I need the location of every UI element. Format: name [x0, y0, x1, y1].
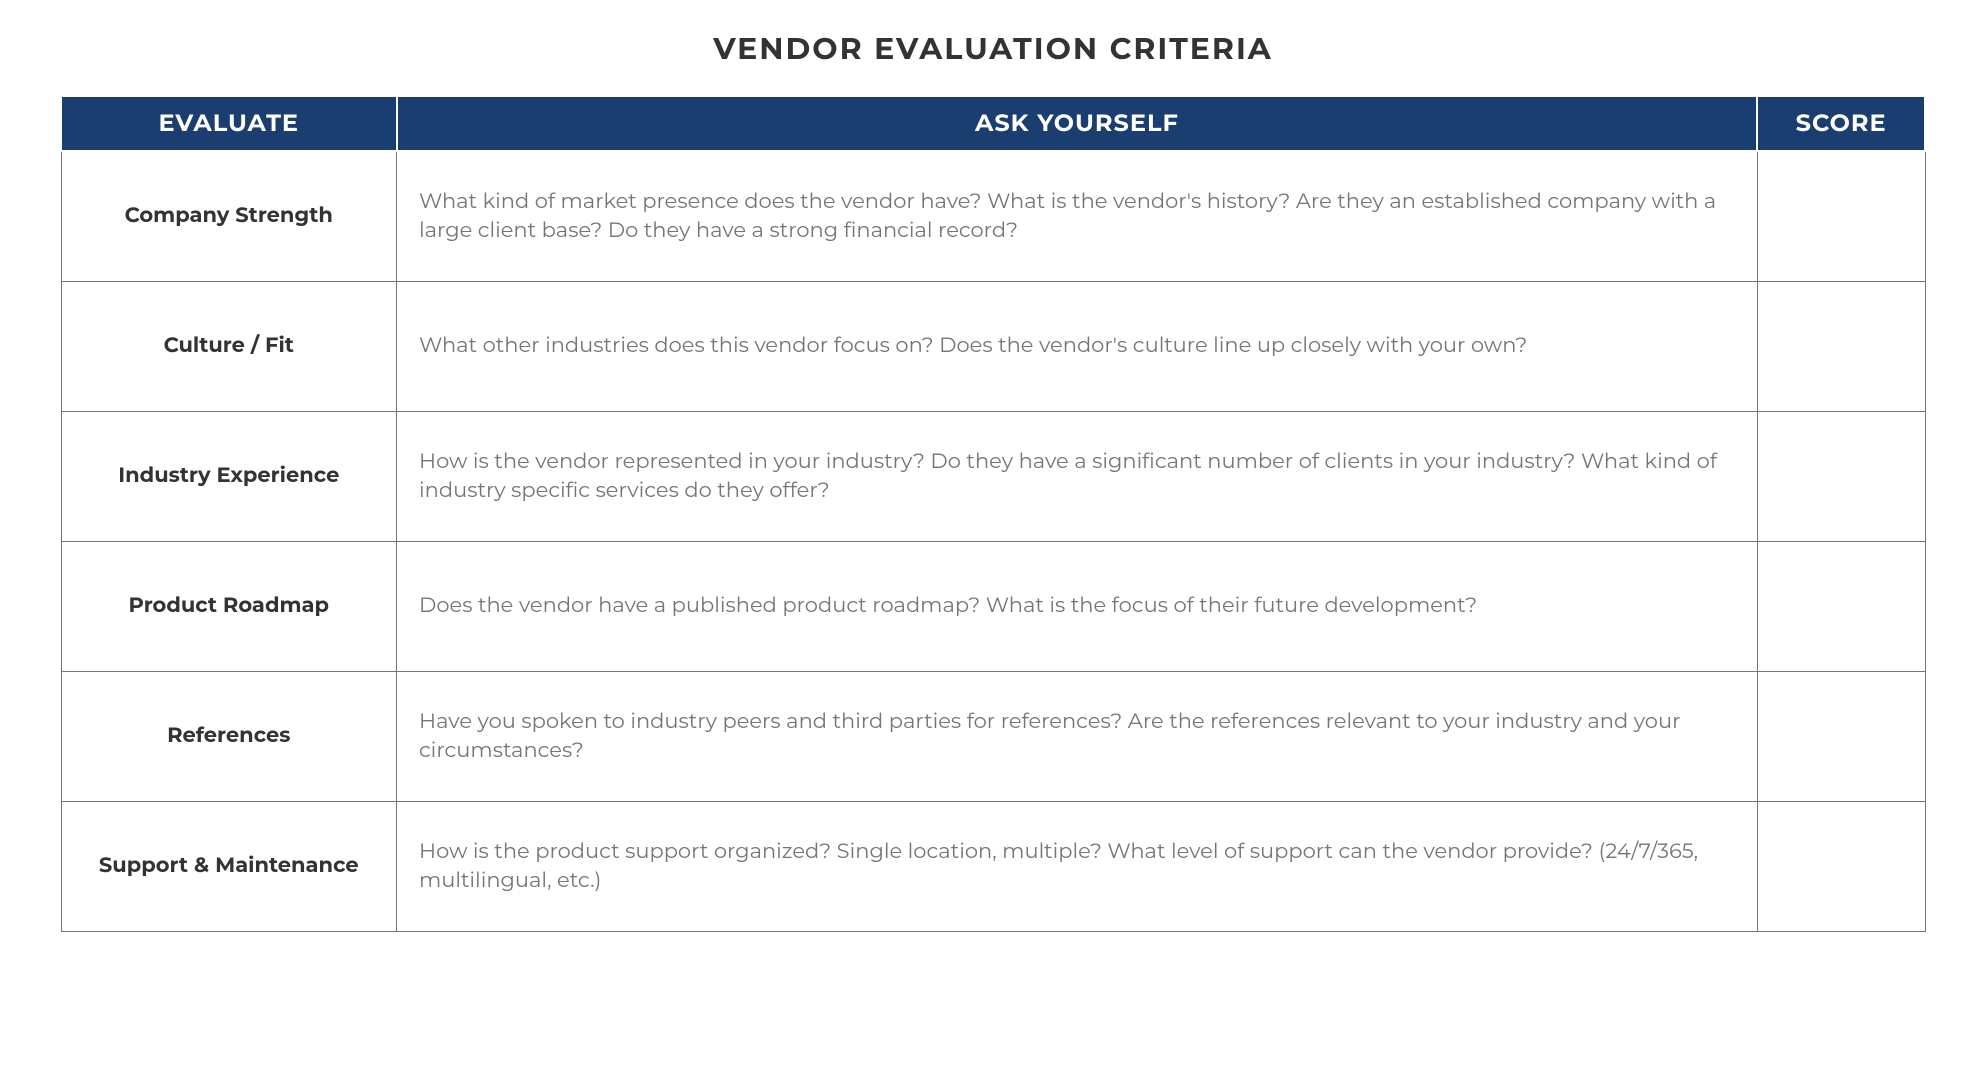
ask-cell: What kind of market presence does the ve… [397, 151, 1758, 281]
evaluate-cell: References [61, 671, 397, 801]
table-row: Culture / Fit What other industries does… [61, 281, 1925, 411]
ask-cell: How is the product support organized? Si… [397, 801, 1758, 931]
evaluate-cell: Culture / Fit [61, 281, 397, 411]
criteria-table: EVALUATE ASK YOURSELF SCORE Company Stre… [60, 95, 1926, 932]
table-header-row: EVALUATE ASK YOURSELF SCORE [61, 96, 1925, 151]
col-header-ask: ASK YOURSELF [397, 96, 1758, 151]
col-header-score: SCORE [1757, 96, 1925, 151]
col-header-evaluate: EVALUATE [61, 96, 397, 151]
ask-cell: How is the vendor represented in your in… [397, 411, 1758, 541]
ask-cell: Have you spoken to industry peers and th… [397, 671, 1758, 801]
evaluate-cell: Company Strength [61, 151, 397, 281]
table-row: Company Strength What kind of market pre… [61, 151, 1925, 281]
table-row: Support & Maintenance How is the product… [61, 801, 1925, 931]
table-row: References Have you spoken to industry p… [61, 671, 1925, 801]
evaluate-cell: Support & Maintenance [61, 801, 397, 931]
score-cell[interactable] [1757, 281, 1925, 411]
score-cell[interactable] [1757, 671, 1925, 801]
page-title: VENDOR EVALUATION CRITERIA [60, 30, 1926, 67]
ask-cell: What other industries does this vendor f… [397, 281, 1758, 411]
evaluate-cell: Industry Experience [61, 411, 397, 541]
score-cell[interactable] [1757, 411, 1925, 541]
score-cell[interactable] [1757, 151, 1925, 281]
evaluate-cell: Product Roadmap [61, 541, 397, 671]
score-cell[interactable] [1757, 801, 1925, 931]
table-row: Industry Experience How is the vendor re… [61, 411, 1925, 541]
score-cell[interactable] [1757, 541, 1925, 671]
ask-cell: Does the vendor have a published product… [397, 541, 1758, 671]
table-row: Product Roadmap Does the vendor have a p… [61, 541, 1925, 671]
